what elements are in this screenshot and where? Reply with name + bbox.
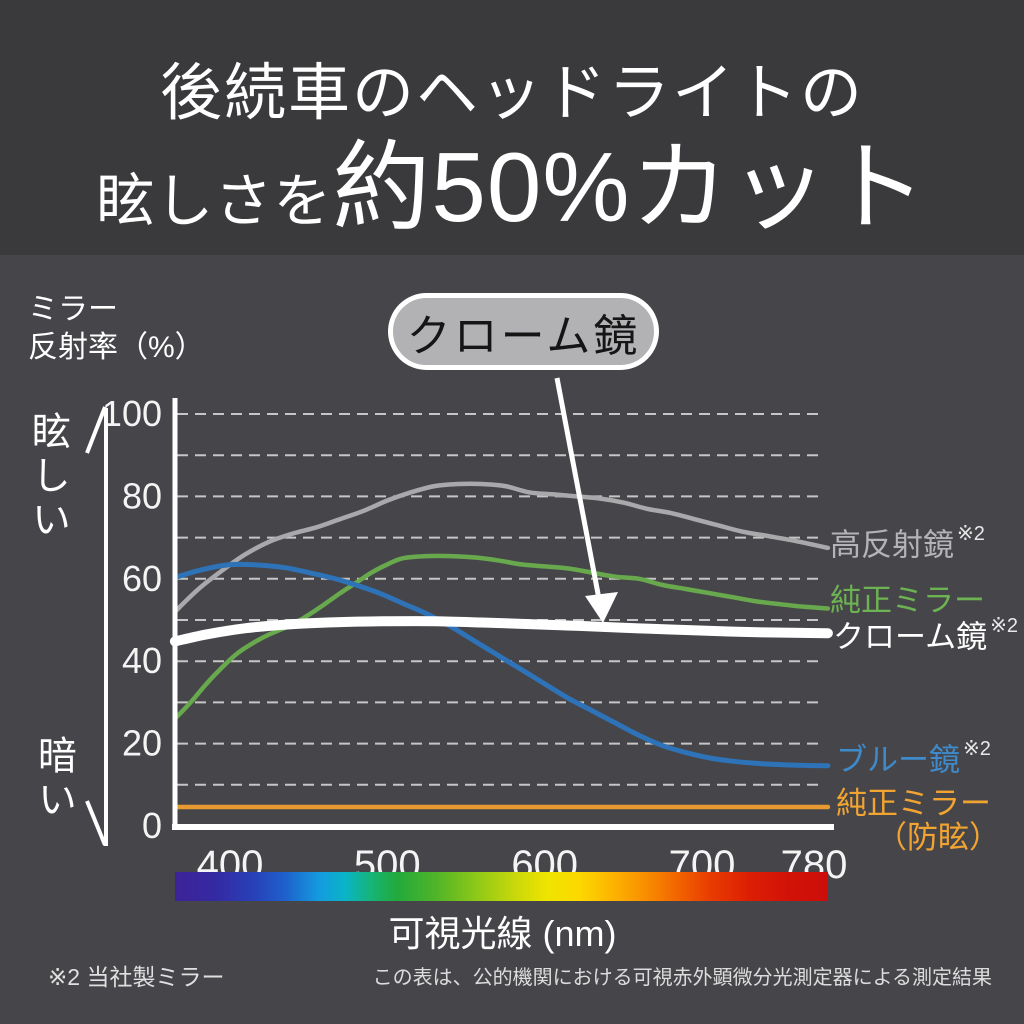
series-line-1-genuine <box>172 553 831 722</box>
axis-label-dark: 暗い <box>32 735 76 823</box>
gridline-layer <box>177 413 822 786</box>
legend-genuine-label: 純正ミラー <box>830 583 985 618</box>
banner-title-line2: 眩しさを 約50%カット <box>0 108 1024 250</box>
series-line-3-blue <box>172 561 831 769</box>
legend-chrome-mirror: クローム鏡 ※2 <box>833 615 1018 655</box>
bright-dark-arrow <box>85 406 108 846</box>
y-axis-title-line1: ミラー <box>28 293 118 326</box>
legend-blue-mirror: ブルー鏡 ※2 <box>836 738 991 778</box>
y-tick-label-100: 100 <box>102 393 162 434</box>
series-line-2-chrome <box>169 616 833 647</box>
chart-section: 0 20 40 60 80 100 400 500 600 700 780 ミラー 反射率（%） 眩… <box>0 255 1024 1024</box>
legend-genuine-antiglare-mirror: 純正ミラー （防眩） <box>836 786 1000 856</box>
legend-chrome-sup: ※2 <box>990 615 1018 637</box>
chrome-mirror-callout: クローム鏡 <box>388 293 659 370</box>
axis-label-bright: 眩しい <box>26 411 70 543</box>
y-tick-label-0: 0 <box>142 805 162 846</box>
bright-dark-arrow-bottom-barb <box>85 800 107 846</box>
legend-blue-label: ブルー鏡 <box>836 742 960 778</box>
legend-blue-sup: ※2 <box>963 738 991 760</box>
y-axis-title: ミラー 反射率（%） <box>28 291 205 367</box>
banner-title-line2-prefix: 眩しさを <box>96 169 333 234</box>
legend-high-reflection-mirror: 高反射鏡 ※2 <box>830 523 985 563</box>
legend-high-reflection-sup: ※2 <box>957 523 985 545</box>
legend-genuine-mirror: 純正ミラー <box>830 583 985 618</box>
banner-title-line1: 後続車のヘッドライトの <box>159 59 864 128</box>
visible-light-spectrum-bar <box>175 872 828 901</box>
y-tick-label-40: 40 <box>122 640 162 681</box>
y-tick-label-60: 60 <box>122 558 162 599</box>
series-layer <box>169 481 833 810</box>
callout-arrow <box>554 377 618 623</box>
legend-chrome-label: クローム鏡 <box>833 619 988 655</box>
x-axis-title: 可視光線 (nm) <box>388 913 617 954</box>
callout-arrow-head <box>585 592 618 623</box>
y-tick-label-80: 80 <box>122 475 162 516</box>
callout-arrow-shaft <box>554 377 602 600</box>
series-line-0-high-reflection <box>172 481 831 615</box>
legend-antiglare-label-line1: 純正ミラー <box>836 786 991 821</box>
y-axis-title-line2: 反射率（%） <box>28 331 205 364</box>
bright-dark-arrow-top-barb <box>85 406 107 454</box>
footnote-mirror-note: ※2 当社製ミラー <box>48 964 225 990</box>
legend-antiglare-label-line2: （防眩） <box>876 820 1000 856</box>
y-tick-label-20: 20 <box>122 723 162 764</box>
legend-high-reflection-label: 高反射鏡 <box>830 527 954 563</box>
footnote-measurement-note: この表は、公的機関における可視赤外顕微分光測定器による測定結果 <box>372 967 992 989</box>
banner-title-line2-emphasis: 約50%カット <box>332 132 928 242</box>
header-banner: 後続車のヘッドライトの 眩しさを 約50%カット <box>0 0 1024 255</box>
